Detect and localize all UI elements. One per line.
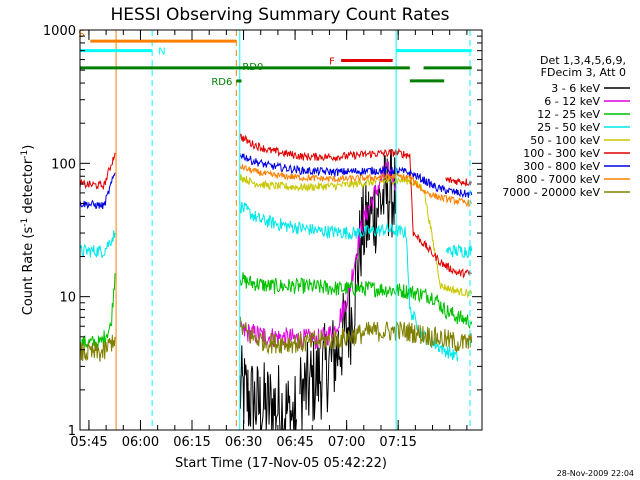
- series-line-4-0: [239, 173, 473, 298]
- plot-frame: [79, 29, 483, 431]
- series-line-0-0: [239, 345, 297, 430]
- y-tick-label: 10: [59, 291, 76, 306]
- series-2: [80, 272, 473, 351]
- legend-label-8: 7000 - 20000 keV: [502, 186, 600, 199]
- series-line-2-1: [239, 272, 473, 329]
- x-tick-label: 06:15: [173, 435, 210, 450]
- x-tick-label: 06:45: [276, 435, 313, 450]
- vline-layer: [115, 30, 471, 430]
- series-8: [80, 316, 473, 362]
- legend-label-2: 12 - 25 keV: [537, 108, 600, 121]
- series-line-6-0: [80, 172, 116, 210]
- x-tick-label: 07:00: [328, 435, 365, 450]
- legend-header-line: FDecim 3, Att 0: [541, 66, 626, 79]
- series-line-7-0: [239, 164, 473, 208]
- x-tick-label: 05:45: [70, 435, 107, 450]
- flag-label-rd0: RD0: [242, 62, 263, 73]
- x-tick-label: 06:00: [122, 435, 159, 450]
- legend-label-0: 3 - 6 keV: [551, 82, 600, 95]
- flag-layer: S N F RD0 RD6: [78, 29, 472, 88]
- legend: Det 1,3,4,5,6,9,FDecim 3, Att 0 3 - 6 keV…: [502, 54, 630, 199]
- series-line-1-0: [239, 160, 397, 350]
- legend-label-1: 6 - 12 keV: [544, 95, 600, 108]
- series-line-5-0: [80, 152, 116, 190]
- footer-timestamp: 28-Nov-2009 22:04: [557, 469, 634, 478]
- legend-label-3: 25 - 50 keV: [537, 121, 600, 134]
- flag-label-rd6: RD6: [211, 77, 232, 88]
- flag-label-n: N: [158, 47, 165, 58]
- legend-header-line: Det 1,3,4,5,6,9,: [540, 54, 626, 67]
- series-line-8-1: [239, 316, 473, 355]
- legend-label-5: 100 - 300 keV: [523, 147, 600, 160]
- series-3: [80, 201, 473, 362]
- x-tick-label: 07:15: [379, 435, 416, 450]
- chart-title: HESSI Observing Summary Count Rates: [110, 5, 449, 25]
- series-line-3-2: [445, 243, 473, 259]
- series-line-5-1: [239, 133, 472, 279]
- series-line-8-0: [80, 334, 116, 362]
- legend-label-6: 300 - 800 keV: [523, 160, 600, 173]
- x-tick-label: 06:30: [225, 435, 262, 450]
- legend-label-4: 50 - 100 keV: [530, 134, 600, 147]
- y-tick-label: 1: [68, 424, 76, 439]
- series-5: [80, 133, 472, 279]
- series-layer: [80, 133, 473, 430]
- series-line-5-2: [445, 176, 472, 187]
- series-line-2-0: [80, 273, 116, 351]
- series-6: [80, 153, 473, 210]
- y-tick-label: 1000: [43, 24, 76, 39]
- series-4: [239, 173, 473, 298]
- series-line-0-1: [299, 148, 397, 430]
- axis-layer: 1 10 100 1000 05:45 06:00 06:15 06:30 06:45 07:00…: [43, 24, 482, 450]
- legend-label-7: 800 - 7000 keV: [516, 173, 600, 186]
- series-7: [239, 164, 473, 208]
- y-tick-label: 100: [51, 157, 76, 172]
- y-axis-label: Count Rate (s-1 detector-1): [20, 145, 36, 316]
- flag-label-s: S: [78, 29, 84, 40]
- series-1: [239, 160, 397, 350]
- x-axis-label: Start Time (17-Nov-05 05:42:22): [175, 456, 387, 471]
- series-line-6-1: [239, 153, 473, 199]
- flag-label-f: F: [329, 57, 335, 68]
- series-line-3-0: [80, 230, 116, 259]
- series-line-3-1: [239, 201, 459, 362]
- series-0: [239, 148, 397, 430]
